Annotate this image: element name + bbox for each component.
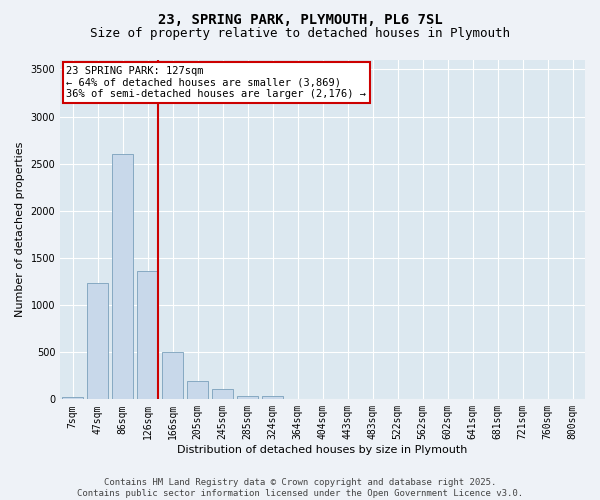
Y-axis label: Number of detached properties: Number of detached properties [15,142,25,318]
Bar [212,389,233,400]
Text: Contains HM Land Registry data © Crown copyright and database right 2025.
Contai: Contains HM Land Registry data © Crown c… [77,478,523,498]
Bar [137,271,158,400]
Bar [112,154,133,400]
Bar [87,284,108,400]
Bar [262,396,283,400]
Bar [62,396,83,400]
Bar [187,382,208,400]
Text: 23 SPRING PARK: 127sqm
← 64% of detached houses are smaller (3,869)
36% of semi-: 23 SPRING PARK: 127sqm ← 64% of detached… [67,66,367,100]
X-axis label: Distribution of detached houses by size in Plymouth: Distribution of detached houses by size … [178,445,468,455]
Text: 23, SPRING PARK, PLYMOUTH, PL6 7SL: 23, SPRING PARK, PLYMOUTH, PL6 7SL [158,12,442,26]
Bar [237,396,258,400]
Bar [162,352,183,400]
Text: Size of property relative to detached houses in Plymouth: Size of property relative to detached ho… [90,28,510,40]
